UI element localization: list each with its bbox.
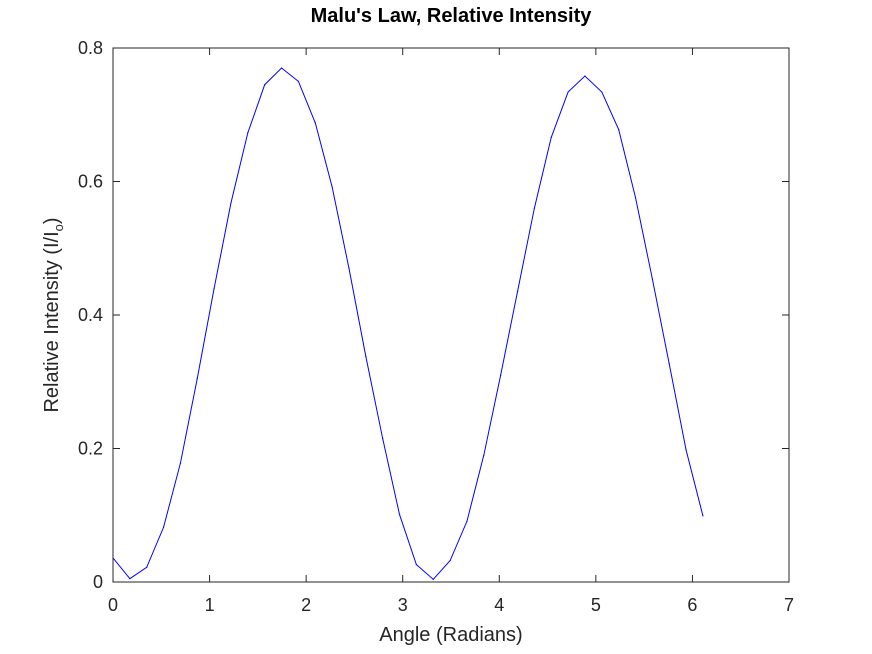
data-point (146, 566, 148, 568)
chart-title: Malu's Law, Relative Intensity (311, 5, 593, 27)
x-tick-label: 4 (494, 595, 504, 615)
data-point (584, 75, 586, 77)
data-point (618, 128, 620, 131)
intensity-series-line (112, 67, 704, 581)
data-point (348, 267, 350, 269)
x-tick-label: 1 (205, 595, 215, 615)
data-point (533, 207, 535, 209)
x-tick-label: 0 (108, 595, 118, 615)
data-point (668, 363, 670, 365)
y-axis-label-close: ) (41, 217, 63, 224)
x-tick-label: 5 (591, 595, 601, 615)
data-point (247, 132, 249, 134)
data-point (365, 355, 367, 357)
data-point (634, 196, 637, 199)
x-tick-label: 6 (687, 595, 697, 615)
data-point (483, 454, 485, 456)
data-point (382, 437, 384, 440)
y-tick-labels: 0 0.2 0.4 0.6 0.8 (78, 38, 103, 592)
y-axis-label-main: Relative Intensity (I/I (41, 231, 63, 412)
y-tick-label: 0.8 (78, 38, 103, 58)
y-tick-label: 0 (93, 572, 103, 592)
data-point (702, 515, 704, 517)
y-tick-label: 0.2 (78, 439, 103, 459)
axes-box (112, 47, 790, 583)
y-axis-label-subscript: o (51, 224, 66, 231)
data-point (500, 374, 502, 376)
data-point (162, 526, 165, 528)
data-point (449, 560, 451, 562)
data-point (129, 578, 131, 580)
data-point (297, 80, 300, 82)
data-point (196, 377, 198, 380)
data-point (331, 186, 333, 188)
x-tick-label: 3 (398, 595, 408, 615)
x-tick-label: 7 (784, 595, 794, 615)
data-point (466, 520, 468, 522)
data-point (651, 278, 653, 280)
data-point (280, 67, 283, 69)
data-point (516, 291, 519, 293)
data-point (264, 84, 266, 86)
x-tick-labels: 0 1 2 3 4 5 6 7 (108, 595, 794, 615)
data-point (550, 136, 552, 139)
data-point (179, 462, 182, 464)
x-axis-label: Angle (Radians) (379, 624, 522, 646)
data-point (432, 578, 434, 580)
x-tick-label: 2 (301, 595, 311, 615)
data-point (213, 287, 215, 289)
data-point (230, 202, 232, 204)
plot-area (113, 48, 789, 582)
data-point (314, 122, 316, 124)
y-axis-label: Relative Intensity (I/Io) (41, 217, 66, 412)
data-points (112, 67, 704, 580)
data-point (398, 513, 401, 516)
data-point (567, 91, 569, 93)
data-point (601, 91, 603, 93)
y-tick-label: 0.6 (78, 172, 103, 192)
data-point (685, 449, 687, 451)
data-point (415, 564, 417, 566)
y-tick-label: 0.4 (78, 305, 103, 325)
